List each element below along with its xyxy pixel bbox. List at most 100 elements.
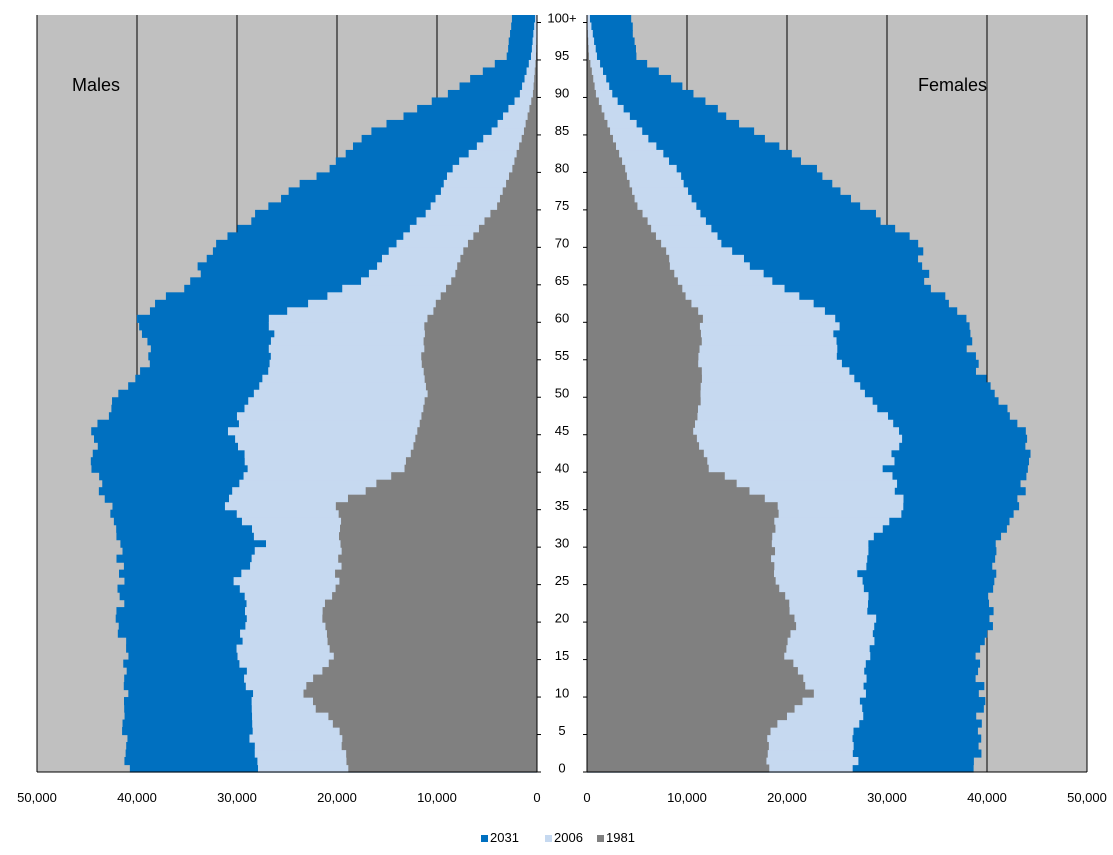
bar-male-2031-age-98 <box>510 30 537 38</box>
bar-male-1981-age-86 <box>526 120 537 128</box>
bar-female-1981-age-63 <box>587 292 686 300</box>
bar-female-1981-age-80 <box>587 165 625 173</box>
bar-male-1981-age-25 <box>339 577 537 585</box>
bar-female-1981-age-66 <box>587 270 674 278</box>
bar-male-1981-age-51 <box>426 382 537 390</box>
bar-female-1981-age-27 <box>587 562 774 570</box>
bar-female-1981-age-74 <box>587 210 643 218</box>
bar-male-1981-age-19 <box>325 622 537 630</box>
bar-male-1981-age-53 <box>424 367 537 375</box>
bar-female-1981-age-88 <box>587 105 602 113</box>
bar-male-1981-age-3 <box>342 742 537 750</box>
bar-female-2031-age-100 <box>587 15 631 23</box>
bar-male-1981-age-35 <box>336 502 537 510</box>
bar-female-1981-age-90 <box>587 90 596 98</box>
bar-female-1981-age-11 <box>587 682 805 690</box>
bar-male-1981-age-17 <box>328 637 537 645</box>
bar-male-1981-age-81 <box>514 157 537 165</box>
bar-male-1981-age-22 <box>325 600 537 608</box>
bar-female-1981-age-6 <box>587 720 777 728</box>
bar-male-1981-age-7 <box>328 712 537 720</box>
bar-male-1981-age-65 <box>451 277 537 285</box>
bar-female-1981-age-22 <box>587 600 789 608</box>
bar-female-1981-age-3 <box>587 742 769 750</box>
bar-female-1981-age-23 <box>587 592 785 600</box>
bar-female-1981-age-69 <box>587 247 666 255</box>
bar-male-1981-age-89 <box>531 97 537 105</box>
bar-male-1981-age-73 <box>485 217 537 225</box>
bar-male-1981-age-87 <box>528 112 537 120</box>
male-value-tick-label: 20,000 <box>317 790 357 805</box>
bar-female-1981-age-52 <box>587 375 702 383</box>
bar-male-1981-age-5 <box>340 727 537 735</box>
bar-male-1981-age-69 <box>463 247 537 255</box>
age-tick-label: 45 <box>555 423 569 438</box>
bar-male-1981-age-66 <box>455 270 537 278</box>
females-panel-label: Females <box>918 75 987 95</box>
bar-female-1981-age-42 <box>587 450 704 458</box>
age-tick-label: 95 <box>555 48 569 63</box>
age-tick-label: 70 <box>555 236 569 251</box>
bar-male-1981-age-43 <box>413 442 537 450</box>
bar-male-1981-age-84 <box>522 135 537 143</box>
bar-female-1981-age-17 <box>587 637 788 645</box>
female-value-tick-label: 0 <box>583 790 590 805</box>
bar-female-1981-age-1 <box>587 757 766 765</box>
bar-female-1981-age-78 <box>587 180 630 188</box>
female-value-tick-label: 10,000 <box>667 790 707 805</box>
bar-female-1981-age-48 <box>587 405 698 413</box>
bar-female-2006-age-98 <box>587 30 593 38</box>
bar-male-1981-age-36 <box>348 495 537 503</box>
bar-male-1981-age-26 <box>335 570 537 578</box>
bar-male-1981-age-57 <box>424 337 537 345</box>
bar-male-1981-age-16 <box>330 645 537 653</box>
bar-male-1981-age-91 <box>534 82 537 90</box>
bar-male-1981-age-62 <box>436 300 537 308</box>
bar-male-1981-age-9 <box>313 697 537 705</box>
age-tick-label: 35 <box>555 498 569 513</box>
bar-female-1981-age-60 <box>587 315 703 323</box>
bar-male-1981-age-31 <box>339 532 537 540</box>
bar-female-1981-age-53 <box>587 367 702 375</box>
age-tick-label: 100+ <box>547 11 576 26</box>
bar-female-1981-age-46 <box>587 420 695 428</box>
bar-female-1981-age-39 <box>587 472 725 480</box>
bar-female-2031-age-97 <box>587 37 635 45</box>
bar-male-1981-age-58 <box>425 330 537 338</box>
bar-male-1981-age-68 <box>460 255 537 263</box>
bar-female-1981-age-9 <box>587 697 803 705</box>
legend-label-1981: 1981 <box>606 830 635 845</box>
age-tick-label: 90 <box>555 86 569 101</box>
bar-male-1981-age-50 <box>428 390 537 398</box>
age-tick-label: 65 <box>555 273 569 288</box>
bar-female-1981-age-71 <box>587 232 656 240</box>
male-value-tick-label: 10,000 <box>417 790 457 805</box>
bar-female-1981-age-29 <box>587 547 775 555</box>
bar-female-1981-age-2 <box>587 750 768 758</box>
bar-male-1981-age-15 <box>334 652 537 660</box>
bar-male-1981-age-28 <box>338 555 537 563</box>
bar-male-1981-age-46 <box>420 420 537 428</box>
bar-male-1981-age-20 <box>322 615 537 623</box>
bar-male-1981-age-63 <box>441 292 537 300</box>
bar-male-1981-age-64 <box>446 285 537 293</box>
bar-male-1981-age-79 <box>509 172 537 180</box>
age-tick-label: 0 <box>558 760 565 775</box>
bar-male-1981-age-29 <box>342 547 537 555</box>
bar-male-1981-age-14 <box>329 660 537 668</box>
bar-female-1981-age-58 <box>587 330 701 338</box>
bar-male-2031-age-99 <box>511 22 537 30</box>
bar-female-1981-age-77 <box>587 187 632 195</box>
bar-female-1981-age-5 <box>587 727 771 735</box>
female-value-tick-label: 50,000 <box>1067 790 1107 805</box>
bar-male-1981-age-13 <box>322 667 537 675</box>
bar-female-1981-age-20 <box>587 615 794 623</box>
bar-female-1981-age-43 <box>587 442 699 450</box>
bar-female-1981-age-93 <box>587 67 592 75</box>
bar-female-1981-age-13 <box>587 667 798 675</box>
bar-female-2031-age-99 <box>587 22 633 30</box>
age-tick-label: 25 <box>555 573 569 588</box>
